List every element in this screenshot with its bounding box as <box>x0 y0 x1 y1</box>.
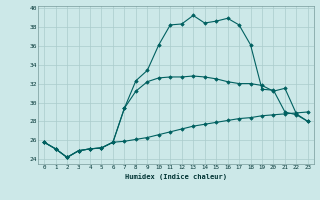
X-axis label: Humidex (Indice chaleur): Humidex (Indice chaleur) <box>125 173 227 180</box>
